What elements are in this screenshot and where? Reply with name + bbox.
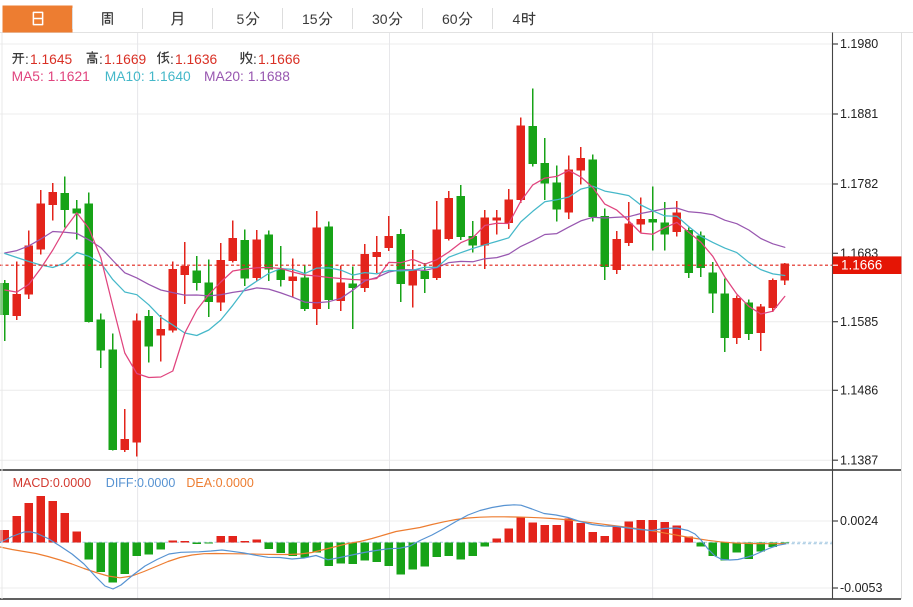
svg-text:MACD:0.0000: MACD:0.0000 <box>13 476 92 490</box>
svg-text:DEA:0.0000: DEA:0.0000 <box>186 476 253 490</box>
svg-text:1.1980: 1.1980 <box>840 37 878 51</box>
svg-text::: : <box>99 52 103 67</box>
svg-text::: : <box>170 52 174 67</box>
svg-text:DIFF:0.0000: DIFF:0.0000 <box>106 476 176 490</box>
svg-text::: : <box>25 52 29 67</box>
svg-text:1.1486: 1.1486 <box>840 384 878 398</box>
svg-text:60: 60 <box>442 11 458 27</box>
svg-text:MA5: 1.1621: MA5: 1.1621 <box>12 69 90 84</box>
svg-text:0.0024: 0.0024 <box>840 514 878 528</box>
svg-text:1.1645: 1.1645 <box>30 52 73 67</box>
svg-text:1.1666: 1.1666 <box>841 258 882 273</box>
svg-text:1.1782: 1.1782 <box>840 177 878 191</box>
svg-text:MA10: 1.1640: MA10: 1.1640 <box>105 69 191 84</box>
svg-text:1.1666: 1.1666 <box>258 52 301 67</box>
svg-text:1.1881: 1.1881 <box>840 107 878 121</box>
svg-text:MA20: 1.1688: MA20: 1.1688 <box>204 69 290 84</box>
svg-text::: : <box>253 52 257 67</box>
svg-text:4: 4 <box>513 11 521 27</box>
svg-text:1.1636: 1.1636 <box>175 52 218 67</box>
svg-text:15: 15 <box>302 11 318 27</box>
svg-text:1.1669: 1.1669 <box>104 52 147 67</box>
svg-text:5: 5 <box>237 11 245 27</box>
svg-text:30: 30 <box>372 11 388 27</box>
svg-text:1.1387: 1.1387 <box>840 453 878 467</box>
svg-text:-0.0053: -0.0053 <box>840 581 882 595</box>
svg-text:1.1585: 1.1585 <box>840 315 878 329</box>
